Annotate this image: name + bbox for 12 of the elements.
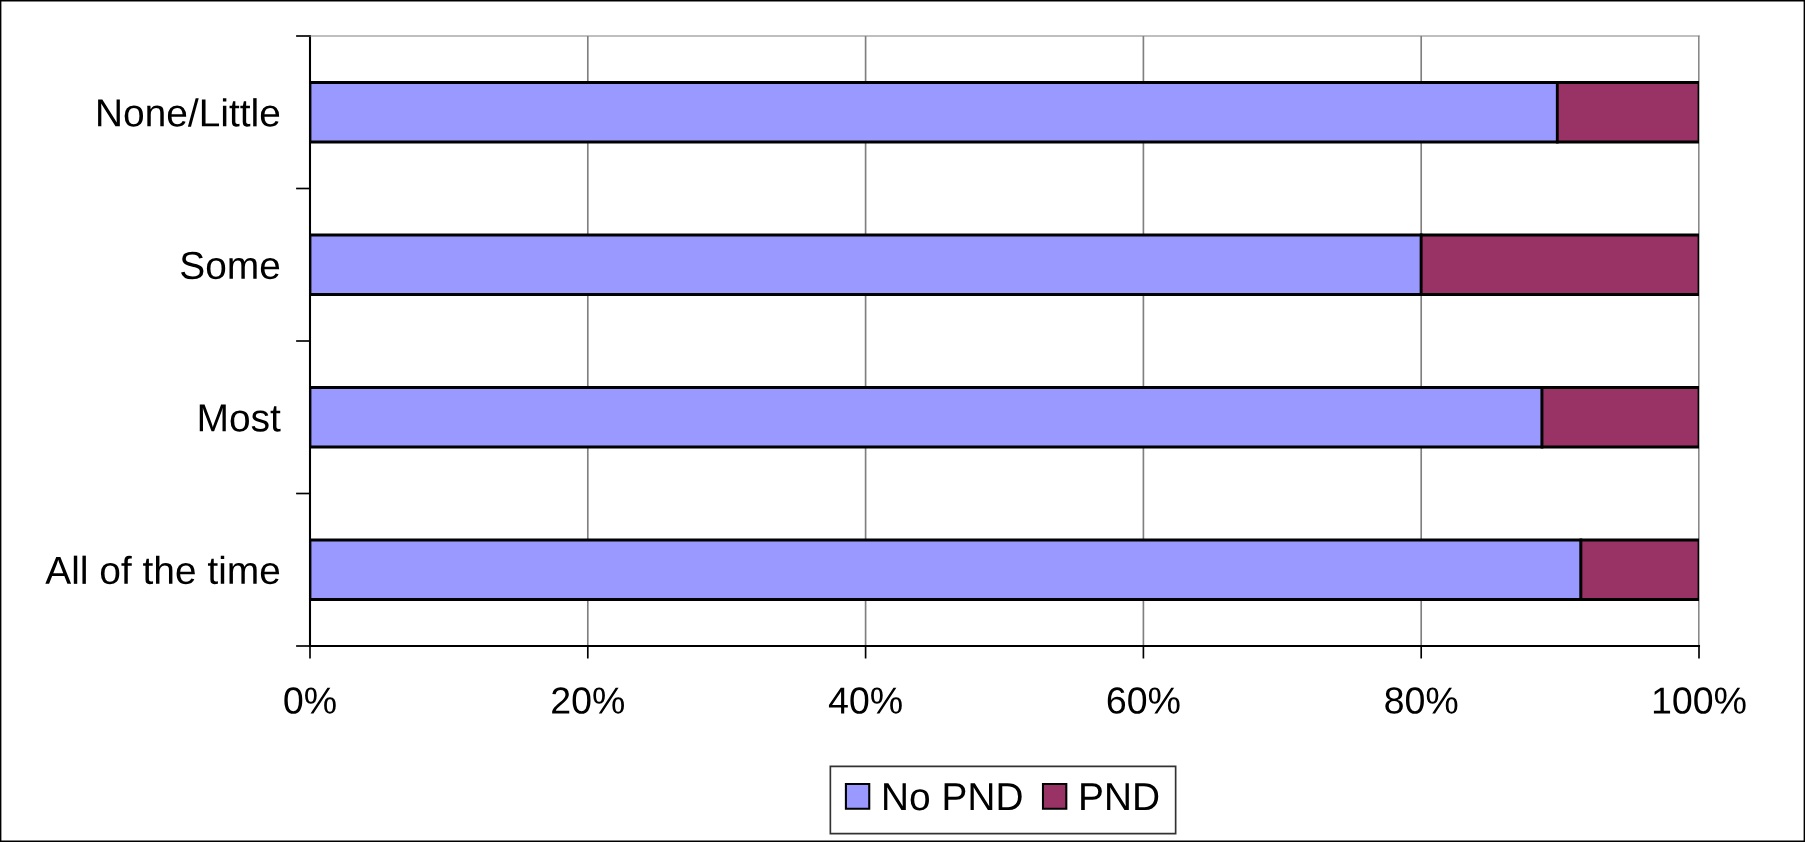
x-tick-label: 0% — [284, 687, 336, 714]
y-tick-label: Most — [199, 404, 281, 432]
legend-label: No PND — [884, 783, 1022, 811]
x-tick-label: 60% — [1107, 687, 1180, 714]
x-tick-label: 20% — [552, 687, 624, 714]
x-tick-label: 100% — [1653, 687, 1746, 714]
x-tick-label: 80% — [1385, 687, 1458, 714]
legend-label: PND — [1081, 783, 1159, 811]
y-tick-label: Some — [181, 251, 280, 280]
y-tick-label: None/Little — [98, 98, 280, 127]
y-tick-label: All of the time — [45, 555, 280, 585]
x-tick-label: 40% — [828, 687, 902, 714]
